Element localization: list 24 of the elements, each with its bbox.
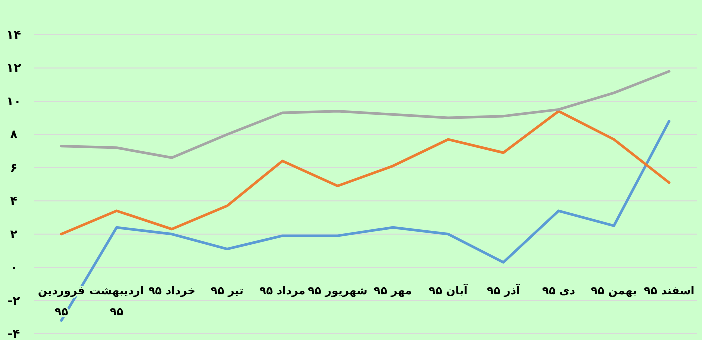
y-tick-label: -۴	[8, 327, 20, 340]
line-series	[60, 70, 671, 160]
x-tick-label: خرداد ۹۵	[148, 284, 196, 298]
x-tick-label: اردیبهشت ۹۵	[90, 284, 144, 319]
x-tick-label: مهر ۹۵	[374, 284, 412, 298]
x-tick-label: شهریور ۹۵	[308, 284, 368, 298]
x-tick-label: مرداد ۹۵	[260, 284, 306, 298]
y-tick-label: ۰	[10, 260, 18, 275]
y-tick-label: ۴	[10, 194, 18, 208]
x-tick-label: دی ۹۵	[542, 284, 576, 298]
x-tick-label: تیر ۹۵	[211, 284, 244, 298]
x-tick-label: آذر ۹۵	[487, 284, 520, 298]
x-tick-label: بهمن ۹۵	[591, 284, 638, 298]
y-tick-label: ۸	[10, 128, 18, 142]
y-tick-label: ۱۰	[6, 94, 22, 108]
y-tick-label: ۲	[10, 227, 18, 242]
x-tick-label: اسفند ۹۵	[644, 284, 695, 298]
x-tick-label: آبان ۹۵	[429, 284, 468, 298]
x-tick-label: فروردین ۹۵	[38, 284, 86, 319]
y-tick-label: -۲	[8, 294, 21, 308]
y-tick-label: ۱۲	[6, 61, 22, 76]
y-tick-label: ۱۴	[6, 28, 22, 42]
line-series	[60, 110, 671, 236]
y-tick-label: ۶	[10, 160, 18, 175]
